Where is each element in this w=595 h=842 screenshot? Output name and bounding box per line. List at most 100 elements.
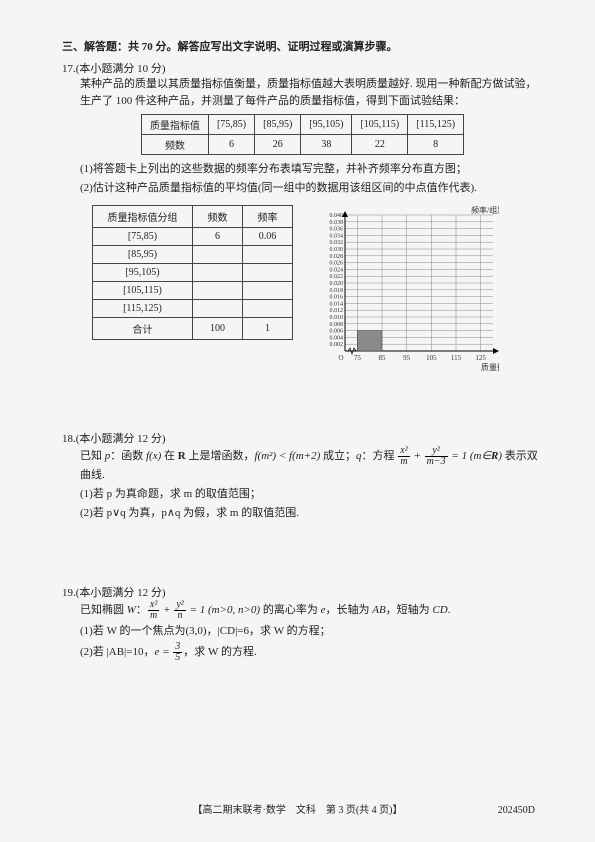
t1-c1: 26 (255, 135, 301, 155)
txt: ，短轴为 (386, 604, 433, 616)
q17-p1: 某种产品的质量以其质量指标值衡量，质量指标值越大表明质量越好. 现用一种新配方做… (80, 76, 543, 110)
txt: . (448, 604, 451, 616)
txt: CD (432, 604, 447, 616)
q19-e-fraction: e = 35 (154, 646, 183, 658)
cell: 0.06 (243, 228, 293, 246)
q19-header: 19.(本小题满分 12 分) (62, 584, 543, 600)
svg-text:0.004: 0.004 (330, 336, 344, 342)
cell (193, 282, 243, 300)
t1-h0: 质量指标值 (141, 115, 208, 135)
cell (243, 282, 293, 300)
cell: 6 (193, 228, 243, 246)
table-row: 质量指标值分组 频数 频率 (93, 206, 293, 228)
table-row: 合计1001 (93, 318, 293, 340)
txt: ： (136, 604, 147, 616)
table-row: 频数 6 26 38 22 8 (141, 135, 463, 155)
txt: f(m²) < f(m+2) (254, 450, 320, 462)
txt: f(x) (146, 450, 161, 462)
svg-text:0.020: 0.020 (330, 281, 344, 287)
svg-text:0.006: 0.006 (330, 329, 344, 335)
table-row: [95,105) (93, 264, 293, 282)
cell: [115,125) (93, 300, 193, 318)
q17-table1: 质量指标值 [75,85) [85,95) [95,105) [105,115)… (141, 114, 464, 155)
txt: 已知 (80, 450, 105, 462)
histogram-svg: 频率/组距0.0020.0040.0060.0080.0100.0120.014… (309, 203, 499, 373)
q17-histogram: 频率/组距0.0020.0040.0060.0080.0100.0120.014… (309, 203, 499, 376)
t1-h1: [75,85) (208, 115, 254, 135)
svg-text:0.024: 0.024 (330, 268, 344, 274)
t1-c2: 38 (301, 135, 352, 155)
txt: R (178, 450, 186, 462)
svg-text:0.030: 0.030 (330, 247, 344, 253)
cell: [105,115) (93, 282, 193, 300)
t1-h5: [115,125) (408, 115, 464, 135)
t1-c4: 8 (408, 135, 464, 155)
t1-h4: [105,115) (352, 115, 408, 135)
t1-rl: 频数 (141, 135, 208, 155)
txt: AB (372, 604, 385, 616)
t1-h2: [85,95) (255, 115, 301, 135)
svg-text:125: 125 (475, 354, 486, 362)
cell (193, 300, 243, 318)
t2-h1: 频数 (193, 206, 243, 228)
q19-p1: 已知椭圆 W：x²m + y²n = 1 (m>0, n>0) 的离心率为 e，… (80, 600, 543, 621)
txt: (2)若 |AB|=10， (80, 646, 154, 658)
svg-text:0.032: 0.032 (330, 240, 344, 246)
svg-text:0.028: 0.028 (330, 254, 344, 260)
svg-text:75: 75 (354, 354, 362, 362)
q17-header: 17.(本小题满分 10 分) (62, 60, 543, 76)
q17-sub1: (1)将答题卡上列出的这些数据的频率分布表填写完整，并补齐频率分布直方图； (80, 161, 543, 178)
t2-h0: 质量指标值分组 (93, 206, 193, 228)
svg-text:0.026: 0.026 (330, 261, 344, 267)
svg-text:0.034: 0.034 (330, 234, 344, 240)
svg-text:0.012: 0.012 (330, 308, 344, 314)
svg-text:105: 105 (426, 354, 437, 362)
txt: 已知椭圆 (80, 604, 127, 616)
txt: 上是增函数， (186, 450, 255, 462)
svg-text:95: 95 (403, 354, 411, 362)
page-id: 202450D (498, 805, 535, 816)
table-row: [105,115) (93, 282, 293, 300)
q17-sub2: (2)估计这种产品质量指标值的平均值(同一组中的数据用该组区间的中点值作代表). (80, 180, 543, 197)
cell (243, 246, 293, 264)
cell: 100 (193, 318, 243, 340)
svg-text:质量指标值: 质量指标值 (481, 362, 499, 372)
cell (193, 246, 243, 264)
txt: 在 (161, 450, 178, 462)
svg-text:0.036: 0.036 (330, 227, 344, 233)
q18-fraction: x²m + y²m−3 = 1 (m∈R) (397, 450, 502, 462)
svg-text:0.018: 0.018 (330, 288, 344, 294)
q18-header: 18.(本小题满分 12 分) (62, 430, 543, 446)
cell: 合计 (93, 318, 193, 340)
cell (243, 300, 293, 318)
svg-text:O: O (338, 354, 343, 362)
svg-text:0.038: 0.038 (330, 220, 344, 226)
table-row: [85,95) (93, 246, 293, 264)
txt: 成立； (320, 450, 356, 462)
svg-text:85: 85 (379, 354, 387, 362)
txt: ，长轴为 (325, 604, 372, 616)
q18-sub2: (2)若 p∨q 为真，p∧q 为假，求 m 的取值范围. (80, 505, 543, 522)
svg-text:频率/组距: 频率/组距 (471, 205, 499, 215)
q18-sub1: (1)若 p 为真命题，求 m 的取值范围； (80, 486, 543, 503)
cell (193, 264, 243, 282)
table-row: [115,125) (93, 300, 293, 318)
svg-text:0.040: 0.040 (330, 213, 344, 219)
q19-fraction: x²m + y²n = 1 (m>0, n>0) (147, 604, 260, 616)
q19-sub2: (2)若 |AB|=10，e = 35，求 W 的方程. (80, 642, 543, 663)
cell: [75,85) (93, 228, 193, 246)
txt: ，求 W 的方程. (183, 646, 256, 658)
svg-text:0.008: 0.008 (330, 322, 344, 328)
cell (243, 264, 293, 282)
svg-text:0.010: 0.010 (330, 315, 344, 321)
t2-h2: 频率 (243, 206, 293, 228)
svg-text:0.022: 0.022 (330, 274, 344, 280)
q17-table2: 质量指标值分组 频数 频率 [75,85)60.06 [85,95) [95,1… (92, 205, 293, 340)
table-row: 质量指标值 [75,85) [85,95) [95,105) [105,115)… (141, 115, 463, 135)
table-row: [75,85)60.06 (93, 228, 293, 246)
txt: ：函数 (110, 450, 146, 462)
txt: ：方程 (362, 450, 398, 462)
t1-c0: 6 (208, 135, 254, 155)
cell: [95,105) (93, 264, 193, 282)
t1-h3: [95,105) (301, 115, 352, 135)
